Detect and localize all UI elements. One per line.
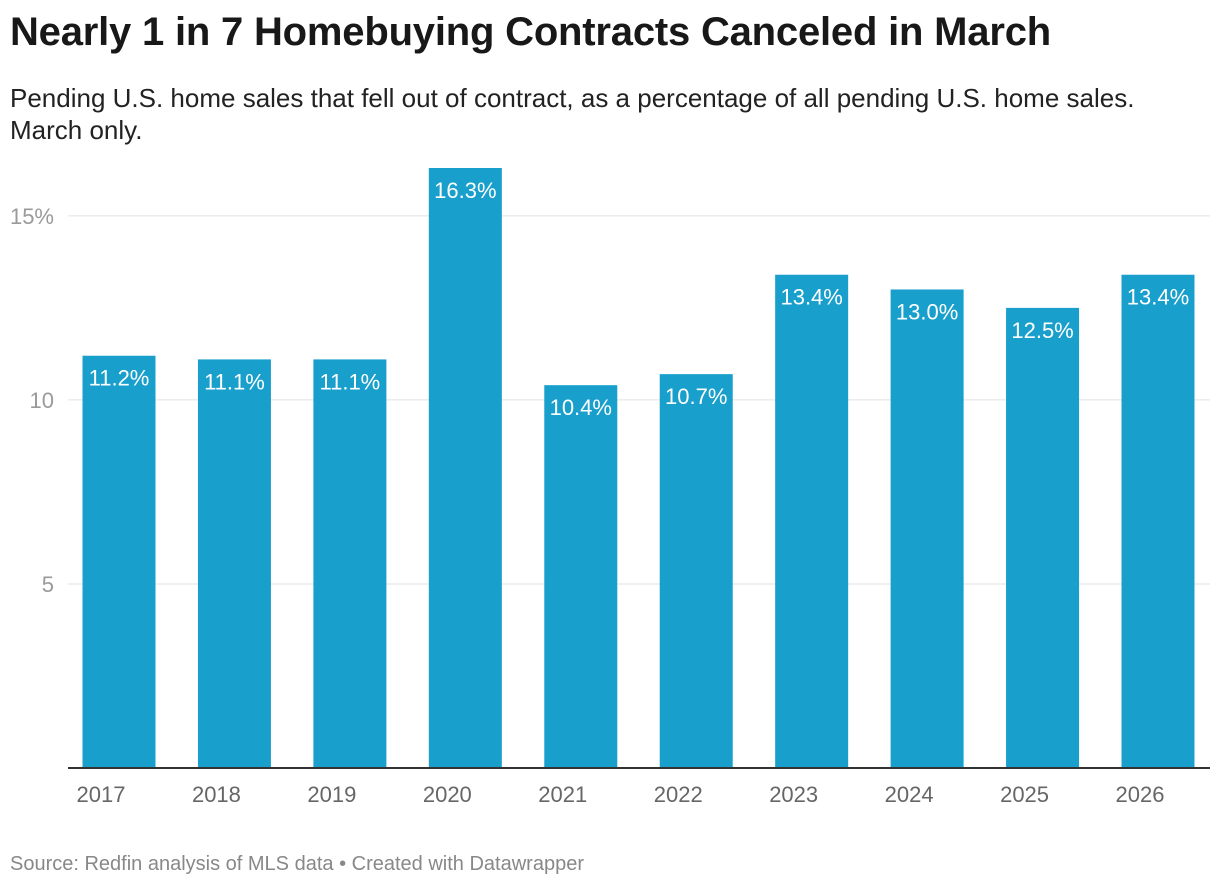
y-tick-label: 10 xyxy=(30,388,54,413)
bar-2025 xyxy=(1006,307,1080,768)
bar-2024 xyxy=(890,289,964,768)
bar-2022 xyxy=(659,374,733,768)
bar-2018 xyxy=(197,359,271,768)
bar-chart: 5 10 15% 11.2% 11.1% 11.1% 16.3% 10.4% 10.7% 13.… xyxy=(10,168,1210,807)
x-tick-label: 2024 xyxy=(885,782,934,807)
x-tick-label: 2025 xyxy=(1000,782,1049,807)
bar-value-label: 13.4% xyxy=(1127,285,1189,310)
bar-value-labels: 11.2% 11.1% 11.1% 16.3% 10.4% 10.7% 13.4% 13.0%… xyxy=(89,178,1190,420)
x-tick-label: 2019 xyxy=(307,782,356,807)
bar-2026 xyxy=(1121,274,1195,768)
chart-title: Nearly 1 in 7 Homebuying Contracts Cance… xyxy=(10,10,1051,54)
bars xyxy=(82,168,1195,768)
x-axis: 2017 2018 2019 2020 2021 2022 2023 2024 2025 2026 xyxy=(68,767,1210,807)
bar-value-label: 10.4% xyxy=(550,395,612,420)
credit-link[interactable]: Created with Datawrapper xyxy=(351,853,584,875)
bar-value-label: 13.4% xyxy=(780,285,842,310)
source-text: Source: Redfin analysis of MLS data xyxy=(10,853,334,875)
x-tick-label: 2023 xyxy=(769,782,818,807)
bar-2020 xyxy=(428,168,502,768)
x-tick-label: 2018 xyxy=(192,782,241,807)
x-tick-label: 2022 xyxy=(654,782,703,807)
bar-value-label: 11.1% xyxy=(320,369,381,394)
bar-value-label: 10.7% xyxy=(665,384,727,409)
x-tick-label: 2026 xyxy=(1116,782,1165,807)
bar-2017 xyxy=(82,355,156,768)
bar-value-label: 11.2% xyxy=(89,366,150,391)
bar-value-label: 12.5% xyxy=(1011,318,1073,343)
bar-value-label: 13.0% xyxy=(896,299,958,324)
x-tick-label: 2017 xyxy=(77,782,126,807)
bar-2023 xyxy=(775,274,849,768)
bar-value-label: 11.1% xyxy=(204,369,265,394)
y-tick-label: 15% xyxy=(10,204,54,229)
footer-separator: • xyxy=(333,853,352,875)
bar-2019 xyxy=(313,359,387,768)
bar-2021 xyxy=(544,385,618,768)
y-tick-label: 5 xyxy=(42,572,54,597)
source-note: Source: Redfin analysis of MLS data • Cr… xyxy=(10,853,584,876)
x-tick-label: 2021 xyxy=(538,782,587,807)
chart-subtitle: Pending U.S. home sales that fell out of… xyxy=(10,83,1135,145)
bar-value-label: 16.3% xyxy=(434,178,496,203)
x-tick-label: 2020 xyxy=(423,782,472,807)
